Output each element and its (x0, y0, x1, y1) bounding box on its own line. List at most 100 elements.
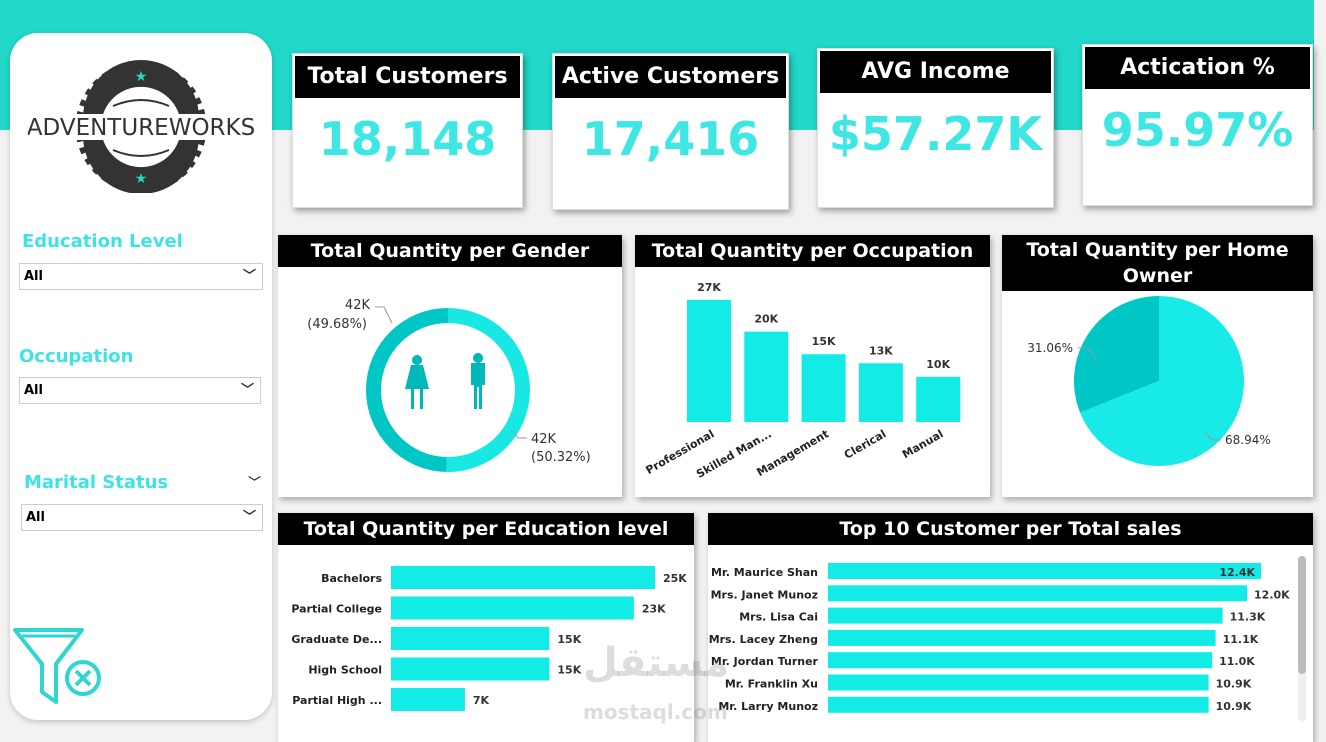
kpi-value: 95.97% (1101, 103, 1294, 157)
data-label: 42K (531, 432, 557, 447)
bar-2 (391, 627, 550, 650)
kpi-title: Total Customers (295, 56, 520, 98)
leader-line (375, 306, 393, 324)
leader-line (1078, 347, 1098, 361)
marital-status-label: Marital Status (24, 472, 169, 493)
watermark-arabic: مستقل (583, 640, 730, 686)
svg-text:ADVENTUREWORKS: ADVENTUREWORKS (28, 115, 254, 141)
bar-management (801, 354, 846, 422)
education-chart-panel: Total Quantity per Education level Bache… (278, 513, 694, 742)
kpi-title: Actication % (1085, 47, 1310, 89)
leader-line (510, 429, 527, 439)
category-label: Mr. Franklin Xu (725, 678, 818, 691)
category-label: High School (308, 664, 382, 677)
chevron-down-icon[interactable]: ﹀ (248, 476, 262, 491)
data-label: 68.94% (1225, 433, 1271, 447)
top-customers-panel: Top 10 Customer per Total sales Mr. Maur… (708, 513, 1313, 742)
occupation-value: All (24, 383, 43, 398)
data-label: 23K (642, 603, 666, 616)
data-label: 10.9K (1216, 678, 1252, 691)
svg-text:★: ★ (135, 171, 148, 187)
leader-line (1204, 432, 1221, 441)
data-label: 27K (697, 281, 721, 294)
bar-manual (916, 376, 961, 422)
category-label: Mr. Maurice Shan (711, 566, 818, 579)
bar-1 (391, 596, 634, 620)
bar-professional (687, 300, 731, 422)
bar-customer-0 (828, 563, 1261, 579)
data-label: 25K (663, 572, 687, 585)
education-level-dropdown[interactable]: All ﹀ (19, 263, 263, 290)
bar-4 (391, 688, 465, 711)
marital-status-dropdown[interactable]: All ﹀ (21, 504, 263, 531)
bar-customer-1 (828, 585, 1248, 602)
data-label: 15K (812, 335, 836, 348)
category-label: Mrs. Lacey Zheng (709, 633, 818, 646)
kpi-title: Active Customers (555, 56, 786, 98)
scrollbar-thumb[interactable] (1298, 556, 1306, 674)
kpi-title: AVG Income (820, 51, 1051, 93)
home-owner-chart-panel: Total Quantity per Home Owner 31.06% 68.9… (1002, 235, 1313, 497)
chevron-down-icon: ﹀ (240, 383, 254, 398)
data-label: 11.0K (1219, 655, 1255, 668)
data-label: 12.4K (1219, 566, 1255, 579)
data-label: 7K (473, 694, 490, 707)
education-level-label: Education Level (22, 231, 183, 252)
clear-filters-icon[interactable] (12, 626, 104, 708)
chart-title: Total Quantity per Gender (278, 235, 622, 267)
bar-0 (391, 566, 655, 589)
home-owner-pie-chart: 31.06% 68.94% (1027, 296, 1271, 466)
category-label: Mr. Larry Munoz (718, 700, 818, 713)
occupation-chart-panel: Total Quantity per Occupation 27K Profess… (635, 235, 990, 497)
data-label: 11.1K (1223, 633, 1259, 646)
chart-title: Total Quantity per Education level (278, 513, 694, 545)
data-label: (50.32%) (531, 450, 591, 465)
gender-chart-panel: Total Quantity per Gender 42K (49.68%) 42K… (278, 235, 622, 497)
bar-customer-2 (828, 607, 1223, 624)
bar-customer-5 (828, 674, 1209, 691)
watermark-latin: mostaql.com (583, 700, 728, 724)
pie-slice-yes (1074, 296, 1159, 413)
data-label: 15K (557, 664, 581, 677)
adventureworks-logo: ADVENTUREWORKS BIKE SHOP ★ ★ (28, 60, 254, 193)
category-label: Partial High ... (292, 694, 382, 707)
education-bar-chart: Bachelors 25K Partial College 23K Graduate D… (291, 566, 687, 711)
data-label: 20K (754, 313, 778, 326)
bar-customer-6 (828, 696, 1209, 713)
kpi-value: $57.27K (828, 107, 1043, 161)
pie-slice-no (1080, 296, 1244, 466)
female-icon (405, 355, 429, 409)
category-label: Mr. Jordan Turner (711, 655, 819, 668)
kpi-active-customers: Active Customers 17,416 (552, 53, 789, 210)
category-label: Partial College (291, 603, 382, 616)
data-label: 42K (345, 298, 371, 313)
kpi-value: 18,148 (318, 112, 497, 166)
data-label: 10.9K (1216, 700, 1252, 713)
bar-customer-4 (828, 652, 1213, 669)
chevron-down-icon: ﹀ (242, 510, 256, 525)
data-label: 10K (926, 358, 950, 371)
top-customers-bar-chart: Mr. Maurice Shan 12.4K Mrs. Janet Munoz 12.… (709, 563, 1290, 713)
data-label: 12.0K (1254, 588, 1290, 601)
svg-text:★: ★ (135, 69, 148, 85)
data-label: 31.06% (1027, 341, 1073, 355)
scrollbar[interactable] (1298, 556, 1306, 721)
data-label: 11.3K (1230, 611, 1266, 624)
kpi-avg-income: AVG Income $57.27K (817, 48, 1054, 208)
bar-3 (391, 657, 550, 681)
chart-title: Total Quantity per Home Owner (1002, 235, 1313, 291)
data-label: (49.68%) (307, 317, 367, 332)
chart-title: Top 10 Customer per Total sales (708, 513, 1313, 545)
bar-skilledman (744, 331, 789, 422)
category-label: Mrs. Lisa Cai (739, 611, 818, 624)
occupation-dropdown[interactable]: All ﹀ (19, 377, 261, 404)
bar-clerical (858, 363, 903, 422)
education-level-value: All (24, 269, 43, 284)
filter-sidebar: ADVENTUREWORKS BIKE SHOP ★ ★ (10, 33, 272, 720)
bar-customer-3 (828, 629, 1216, 646)
donut-slice-female (366, 308, 448, 472)
category-label: Clerical (842, 427, 889, 461)
category-label: Graduate De... (291, 633, 382, 646)
gender-donut-chart: 42K (49.68%) 42K (50.32%) (307, 298, 591, 472)
category-label: Mrs. Janet Munoz (711, 588, 818, 601)
